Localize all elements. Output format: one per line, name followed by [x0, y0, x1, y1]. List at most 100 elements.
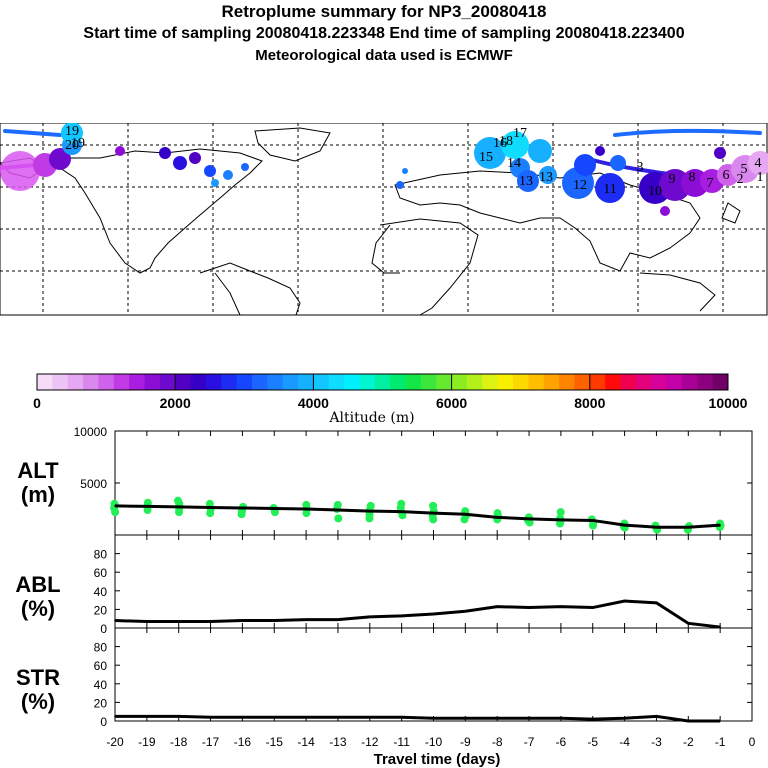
y-tick-label: 40 [94, 678, 108, 692]
series-point [369, 616, 371, 618]
series-point [305, 716, 307, 718]
series-point [273, 508, 275, 510]
track-label: 19 [71, 136, 85, 151]
y-tick-label: 10000 [74, 425, 108, 439]
colorbar-cell [313, 374, 329, 390]
colorbar-cell [467, 374, 483, 390]
alt-scatter-point [238, 510, 246, 518]
chart-title: Retroplume summary for NP3_20080418 [0, 2, 768, 22]
series-point [273, 716, 275, 718]
colorbar-cell [621, 374, 637, 390]
series-point [719, 524, 721, 526]
panel-str: 806040200STR(%) [16, 628, 752, 729]
series-point [146, 716, 148, 718]
y-axis-unit: (%) [21, 596, 55, 621]
series-point [656, 526, 658, 528]
x-tick-label: -20 [106, 735, 124, 749]
colorbar-cell [175, 374, 191, 390]
x-tick-label: -8 [492, 735, 503, 749]
colorbar-cell [590, 374, 606, 390]
series-point [433, 512, 435, 514]
alt-scatter-point [174, 497, 182, 505]
colorbar-cell [636, 374, 652, 390]
colorbar-cell [574, 374, 590, 390]
alt-scatter-point [367, 502, 375, 510]
series-point [624, 524, 626, 526]
track-label: 4 [755, 156, 762, 171]
y-axis-label: ALT [17, 458, 59, 483]
alt-scatter-point [589, 522, 597, 530]
series-point [337, 619, 339, 621]
colorbar-cell [651, 374, 667, 390]
alt-scatter-point [175, 508, 183, 516]
series-point [688, 526, 690, 528]
colorbar-cell [421, 374, 437, 390]
track-label: 6 [723, 168, 730, 183]
colorbar-cell [267, 374, 283, 390]
colorbar-cell [452, 374, 468, 390]
panel-frame [115, 628, 752, 721]
series-point [656, 716, 658, 718]
altitude-colorbar: 0 2000 4000 6000 8000 10000 Altitude (m) [0, 370, 768, 425]
series-point [401, 716, 403, 718]
series-point [719, 720, 721, 722]
colorbar-tick-label: 2000 [160, 395, 191, 411]
alt-scatter-point [397, 500, 405, 508]
track-label: 17 [513, 126, 527, 141]
series-point [178, 506, 180, 508]
series-point [401, 615, 403, 617]
colorbar-cell [605, 374, 621, 390]
colorbar-cell [68, 374, 84, 390]
colorbar-cell [436, 374, 452, 390]
track-label: 13 [539, 170, 553, 185]
colorbar-cell [359, 374, 375, 390]
colorbar-cell [83, 374, 99, 390]
colorbar-cell [375, 374, 391, 390]
colorbar-cell [252, 374, 268, 390]
track-label: 8 [689, 170, 696, 185]
x-tick-label: -6 [556, 735, 567, 749]
colorbar-cell [697, 374, 713, 390]
colorbar-cell [406, 374, 422, 390]
y-axis-unit: (m) [21, 482, 55, 507]
alt-scatter-point [557, 508, 565, 516]
panel-alt: 10000 5000 ALT(m) [17, 425, 752, 535]
x-tick-label: -9 [460, 735, 471, 749]
colorbar-cell [129, 374, 145, 390]
series-point [528, 717, 530, 719]
series-point [496, 606, 498, 608]
alt-scatter-point [460, 515, 468, 523]
series-point [496, 517, 498, 519]
colorbar-cell [329, 374, 345, 390]
y-tick-label: 0 [100, 622, 107, 636]
series-point [433, 613, 435, 615]
series-point [337, 716, 339, 718]
x-tick-label: -15 [266, 735, 284, 749]
colorbar-cell [344, 374, 360, 390]
series-point [401, 511, 403, 513]
alt-scatter-point [334, 514, 342, 522]
colorbar-cell [221, 374, 237, 390]
colorbar-cell [498, 374, 514, 390]
series-point [560, 606, 562, 608]
colorbar-cell [98, 374, 114, 390]
colorbar-cell [114, 374, 130, 390]
series-point [305, 619, 307, 621]
series-point [656, 602, 658, 604]
track-label: 13 [519, 174, 533, 189]
colorbar-tick-label: 6000 [436, 395, 467, 411]
colorbar-cell [559, 374, 575, 390]
y-tick-label: 60 [94, 659, 108, 673]
x-tick-label: -18 [170, 735, 188, 749]
x-tick-label: -16 [234, 735, 252, 749]
y-tick-label: 80 [94, 641, 108, 655]
series-point [560, 519, 562, 521]
x-axis: -20 -19 -18 -17 -16 -15 -14 -13 -12 -11 -10 -9 -8 -7-… [106, 735, 755, 749]
x-tick-label: -7 [524, 735, 535, 749]
colorbar-cell [513, 374, 529, 390]
series-point [305, 508, 307, 510]
colorbar-cell [528, 374, 544, 390]
y-axis-label: ABL [15, 572, 60, 597]
series-point [592, 607, 594, 609]
colorbar-tick-label: 10000 [709, 395, 748, 411]
